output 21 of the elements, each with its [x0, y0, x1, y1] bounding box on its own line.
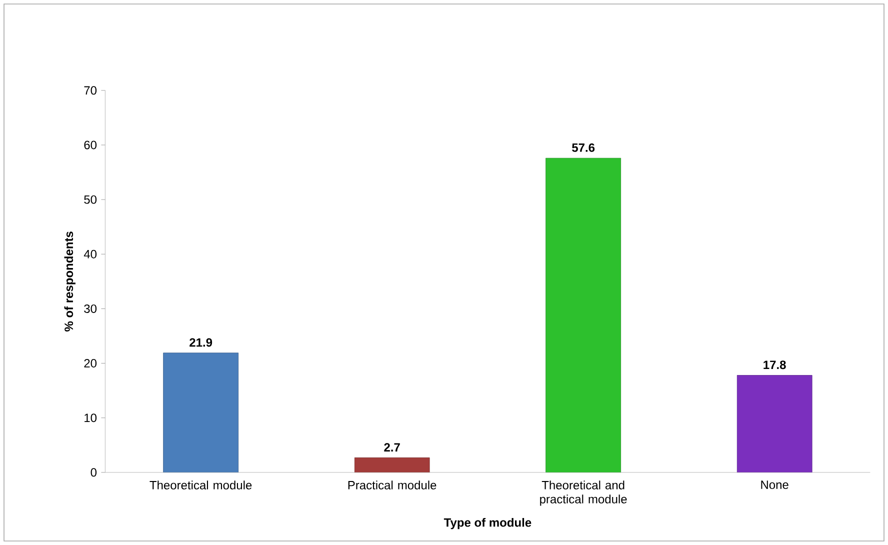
x-tick-label: Practical module [348, 480, 436, 490]
bar [736, 375, 812, 472]
data-label: 21.9 [190, 338, 212, 347]
y-axis-title: % of respondents [64, 232, 76, 332]
y-tick-label: 20 [84, 359, 97, 368]
y-tick-label: 40 [84, 250, 97, 258]
y-tick-label: 50 [84, 195, 97, 204]
bar [163, 352, 239, 472]
y-tick-label: 60 [84, 140, 97, 150]
data-label: 17.8 [764, 360, 786, 370]
data-label: 2.7 [384, 443, 400, 452]
bar [546, 158, 622, 472]
data-label: 57.6 [572, 143, 595, 152]
x-tick-label: None [761, 480, 788, 489]
y-tick-label: 30 [84, 304, 97, 313]
y-tick-label: 0 [90, 468, 97, 477]
y-tick-label: 70 [84, 86, 97, 95]
x-tick-label: Theoretical module [150, 480, 252, 490]
y-tick-label: 10 [84, 414, 97, 422]
x-axis-title: Type of module [444, 518, 532, 530]
x-tick-label: Theoretical and practical module [540, 480, 627, 506]
